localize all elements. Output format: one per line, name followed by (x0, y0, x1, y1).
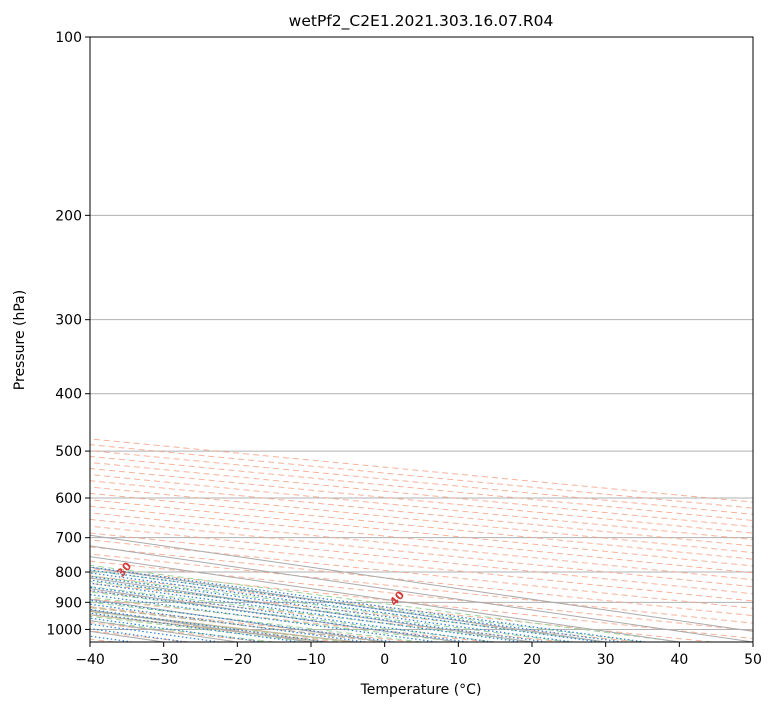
moist-adiabat (90, 586, 533, 642)
dry-adiabat (90, 590, 563, 642)
x-tick-label: −10 (296, 652, 326, 668)
dry-adiabat (90, 598, 488, 642)
dry-adiabat (90, 438, 753, 503)
x-tick-label: −30 (149, 652, 179, 668)
dry-adiabat (90, 606, 413, 642)
y-tick-label: 900 (55, 595, 82, 611)
dry-adiabat (90, 546, 753, 617)
y-tick-label: 800 (55, 565, 82, 581)
isotherm (90, 534, 753, 632)
theta-e-curve (90, 614, 326, 642)
y-tick-label: 400 (55, 387, 82, 403)
dry-adiabat (90, 474, 753, 541)
dry-adiabat (90, 582, 638, 642)
x-tick-label: 10 (449, 652, 467, 668)
dry-adiabat (90, 567, 753, 640)
y-axis-label: Pressure (hPa) (12, 290, 28, 390)
plot-area: -100-90-80-70-60-50-40-30-20-10010203040… (0, 37, 753, 642)
y-tick-label: 600 (55, 491, 82, 507)
chart-title: wetPf2_C2E1.2021.303.16.07.R04 (289, 12, 554, 31)
isotherm (90, 598, 385, 642)
dry-adiabats (90, 438, 753, 642)
mixing-ratio-line (90, 603, 366, 642)
moist-adiabat (90, 601, 422, 642)
dry-adiabat (90, 492, 753, 560)
theta-e-curve (90, 610, 356, 642)
x-tick-label: 0 (380, 652, 389, 668)
moist-adiabats (90, 564, 680, 642)
x-tick-label: 30 (597, 652, 615, 668)
dry-adiabat (90, 455, 753, 521)
isotherms (90, 534, 753, 642)
dry-adiabat (90, 553, 753, 624)
isotherm (90, 588, 459, 642)
mixing-ratio-lines (0, 498, 646, 642)
profile-series (0, 37, 61, 578)
x-axis-label: Temperature (°C) (360, 682, 482, 698)
moist-adiabat (90, 570, 643, 642)
temperature-line (0, 37, 61, 578)
mixing-ratio-line (90, 599, 395, 642)
theta-e-lines (90, 606, 385, 642)
dry-adiabat (90, 444, 753, 509)
dry-adiabat (90, 505, 753, 574)
y-tick-label: 300 (55, 313, 82, 329)
y-tick-label: 200 (55, 208, 82, 224)
dry-adiabat (90, 525, 753, 595)
x-tick-label: 40 (670, 652, 688, 668)
x-tick-label: 50 (744, 652, 762, 668)
dry-adiabat (90, 461, 753, 528)
isotherm (90, 545, 753, 642)
moist-adiabat (90, 575, 606, 642)
y-axis-ticks: 100 200 300 400 500 600 700 800 900 1000 (46, 30, 90, 638)
dry-adiabat (90, 499, 753, 567)
dry-adiabat (90, 512, 753, 581)
y-tick-label: 700 (55, 531, 82, 547)
x-tick-label: −20 (223, 652, 253, 668)
isotherm (90, 566, 606, 642)
x-tick-label: 20 (523, 652, 541, 668)
theta-e-curve (90, 606, 385, 642)
isotherm (90, 556, 680, 642)
plot-frame (89, 36, 754, 643)
isotherm (90, 577, 533, 642)
dry-adiabat (90, 486, 753, 554)
dry-adiabat (90, 532, 753, 602)
dry-adiabat (90, 560, 753, 632)
mixing-ratio-line (90, 586, 493, 642)
mixing-ratio-line (90, 566, 646, 642)
y-tick-label: 100 (55, 30, 82, 46)
pressure-gridlines (90, 37, 753, 630)
moist-adiabat (90, 564, 680, 642)
y-tick-label: 1000 (46, 622, 82, 638)
dry-adiabat (90, 614, 339, 642)
dry-adiabat (90, 450, 753, 515)
dry-adiabat (90, 467, 753, 534)
moist-adiabat (90, 580, 569, 642)
x-axis-ticks: −40 −30 −20 −10 0 10 20 30 40 50 (75, 642, 762, 668)
mixing-ratio-line (0, 498, 35, 642)
mixing-ratio-line (90, 594, 437, 642)
mixing-ratio-line (90, 589, 468, 642)
dry-adiabat (90, 518, 753, 588)
dry-adiabat (90, 480, 753, 547)
moist-adiabat (90, 591, 496, 642)
x-tick-label: −40 (75, 652, 105, 668)
y-tick-label: 500 (55, 444, 82, 460)
dry-adiabat (90, 630, 189, 642)
dry-adiabat (90, 539, 753, 609)
moist-adiabat (90, 615, 312, 642)
